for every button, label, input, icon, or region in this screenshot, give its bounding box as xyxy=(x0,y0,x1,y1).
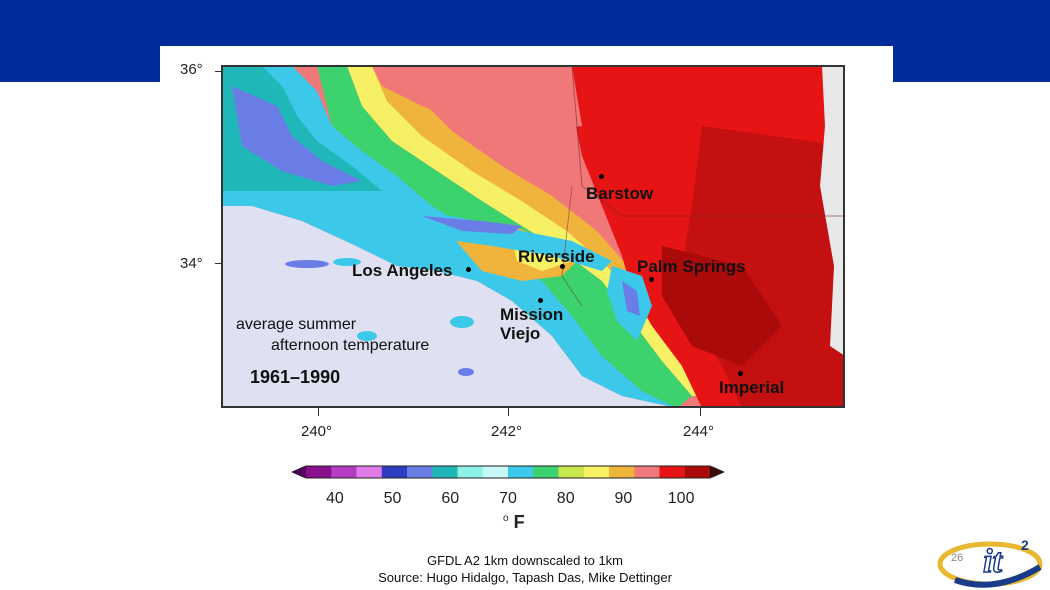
colorbar-tick-label: 100 xyxy=(667,490,695,507)
colorbar-min-arrow xyxy=(292,466,306,478)
degree-symbol: o xyxy=(503,513,509,524)
page-number: 26 xyxy=(951,552,964,564)
lon-tickmark xyxy=(318,408,319,416)
colorbar-unit: o F xyxy=(503,512,525,533)
colorbar-swatch xyxy=(407,466,433,478)
colorbar-swatch xyxy=(306,466,332,478)
map-note-line2: afternoon temperature xyxy=(271,337,430,354)
lon-tickmark xyxy=(508,408,509,416)
logo-superscript: 2 xyxy=(1021,537,1029,553)
colorbar-swatch xyxy=(356,466,383,478)
lat-tick-36: 36° xyxy=(180,61,203,78)
colorbar-swatch xyxy=(609,466,635,478)
lon-tick-242: 242° xyxy=(491,423,523,440)
colorbar-tick-label: 80 xyxy=(556,490,575,507)
it2-logo: it 2 xyxy=(937,537,1043,588)
city-label-riverside: Riverside xyxy=(518,247,595,266)
colorbar-swatch xyxy=(432,466,458,478)
city-marker xyxy=(599,174,604,179)
colorbar-swatch xyxy=(659,466,686,478)
colorbar-tick-label: 90 xyxy=(614,490,633,507)
colorbar-tick-label: 70 xyxy=(499,490,517,507)
lon-tick-240: 240° xyxy=(301,423,333,440)
caption-line-1: GFDL A2 1km downscaled to 1km xyxy=(426,553,624,568)
lon-tick-244: 244° xyxy=(683,423,715,440)
city-marker xyxy=(538,298,543,303)
colorbar-tick-label: 40 xyxy=(325,490,344,507)
caption-line-2: Source: Hugo Hidalgo, Tapash Das, Mike D… xyxy=(378,570,672,585)
city-label-los-angeles: Los Angeles xyxy=(352,261,453,280)
city-label-palm-springs: Palm Springs xyxy=(637,257,746,276)
slide-caption: GFDL A2 1km downscaled to 1km Source: Hu… xyxy=(355,552,695,586)
lat-tickmark xyxy=(215,263,223,264)
colorbar-swatch xyxy=(482,466,509,478)
logo-text: it xyxy=(983,543,1003,580)
colorbar-swatch xyxy=(533,466,559,478)
unit-letter: F xyxy=(513,512,525,532)
colorbar-tick-label: 60 xyxy=(441,490,460,507)
city-marker xyxy=(738,371,743,376)
lat-tick-34: 34° xyxy=(180,255,203,272)
colorbar-swatch xyxy=(684,466,711,478)
colorbar-tick-label: 50 xyxy=(383,490,402,507)
lon-tickmark xyxy=(700,408,701,416)
colorbar-swatch xyxy=(331,466,357,478)
map-note-line1: average summer xyxy=(236,316,357,333)
colorbar-outline xyxy=(292,465,724,479)
city-label-mission-viejo: Mission Viejo xyxy=(500,305,564,343)
colorbar-swatch xyxy=(583,466,610,478)
colorbar-swatch xyxy=(634,466,660,478)
city-marker xyxy=(560,264,565,269)
colorbar-swatch xyxy=(381,466,408,478)
colorbar-swatch xyxy=(457,466,484,478)
colorbar xyxy=(292,465,724,479)
city-label-barstow: Barstow xyxy=(586,184,654,203)
city-marker xyxy=(466,267,471,272)
colorbar-max-arrow xyxy=(710,466,724,478)
colorbar-swatch xyxy=(558,466,585,478)
temperature-map xyxy=(222,66,845,408)
city-label-imperial: Imperial xyxy=(719,378,785,397)
city-marker xyxy=(649,277,654,282)
map-period-label: 1961–1990 xyxy=(250,367,341,387)
colorbar-swatch xyxy=(508,466,534,478)
lat-tickmark xyxy=(215,71,223,72)
